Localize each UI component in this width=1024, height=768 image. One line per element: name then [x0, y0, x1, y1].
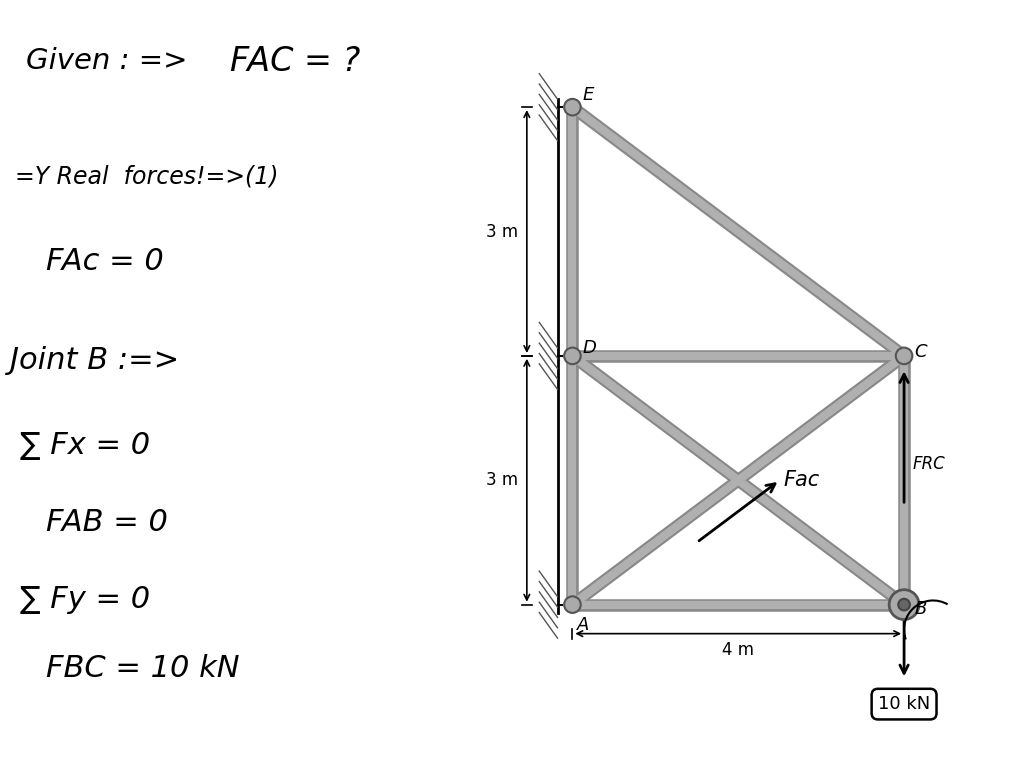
Text: Given : =>: Given : => — [26, 48, 187, 75]
Text: 3 m: 3 m — [486, 223, 518, 240]
Text: B: B — [914, 600, 927, 617]
Text: 4 m: 4 m — [722, 641, 755, 659]
Circle shape — [564, 99, 581, 115]
Text: FBC = 10 kN: FBC = 10 kN — [46, 654, 240, 683]
Text: 10 kN: 10 kN — [878, 695, 930, 713]
Text: FRC: FRC — [912, 455, 945, 472]
Text: E: E — [583, 86, 594, 104]
Text: ∑ Fx = 0: ∑ Fx = 0 — [20, 431, 151, 460]
Text: FAC = ?: FAC = ? — [230, 45, 360, 78]
Text: D: D — [583, 339, 596, 356]
Text: 3 m: 3 m — [486, 472, 518, 489]
Circle shape — [896, 348, 912, 364]
Text: ∑ Fy = 0: ∑ Fy = 0 — [20, 584, 151, 614]
Text: FAB = 0: FAB = 0 — [46, 508, 168, 537]
Text: Joint B :=>: Joint B :=> — [10, 346, 179, 376]
Circle shape — [898, 599, 910, 611]
Text: =Y Real  forces!=>(1): =Y Real forces!=>(1) — [15, 164, 279, 189]
Text: Fac: Fac — [783, 470, 820, 490]
Circle shape — [564, 348, 581, 364]
Circle shape — [564, 596, 581, 613]
Text: FAc = 0: FAc = 0 — [46, 247, 164, 276]
Circle shape — [889, 590, 919, 620]
Text: C: C — [914, 343, 927, 361]
Text: A: A — [577, 617, 589, 634]
